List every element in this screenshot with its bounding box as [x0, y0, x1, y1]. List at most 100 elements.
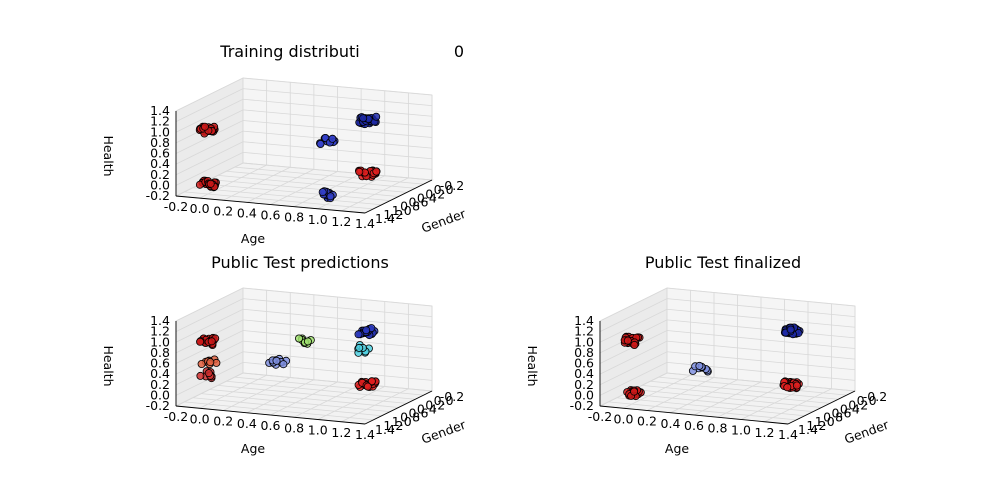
- grid-line-y: [234, 376, 424, 396]
- x-tick-label: 0.2: [213, 414, 233, 429]
- grid-line-y: [209, 389, 399, 408]
- grid-line-y: [234, 166, 424, 185]
- x-tick-label: 0.0: [190, 201, 210, 216]
- data-point: [316, 139, 325, 148]
- grid-line-z: [175, 330, 433, 364]
- y-tick-label: 0.6: [409, 195, 429, 210]
- x-tick-label: 0.6: [684, 418, 704, 433]
- data-point: [354, 330, 363, 339]
- z-tick-label: 0.6: [150, 356, 170, 371]
- x-tick-label: -0.2: [588, 409, 612, 424]
- data-point: [206, 179, 215, 188]
- grid-line-z: [599, 287, 856, 322]
- grid-line-y: [633, 389, 822, 408]
- z-tick-label: 1.4: [150, 313, 170, 328]
- y-axis-line: [364, 179, 433, 214]
- z-tick-label: 1.4: [574, 313, 594, 328]
- z-tick-label: 1.2: [574, 324, 594, 339]
- y-tick-label: -0.2: [863, 389, 887, 404]
- z-tick-label: 1.2: [150, 324, 170, 339]
- x-tick-label: 1.0: [308, 423, 328, 438]
- grid-line-z: [599, 361, 856, 396]
- data-point: [783, 383, 792, 392]
- z-tick-label: 0.0: [150, 387, 170, 402]
- stray-mark: 0: [454, 42, 464, 61]
- y-tick-label: 0.0: [434, 393, 454, 408]
- grid-line-y: [242, 162, 433, 181]
- z-tick-label: 0.0: [150, 177, 170, 192]
- data-point: [206, 358, 215, 367]
- x-tick-label: 0.6: [261, 208, 281, 223]
- y-tick-label: 1.4: [375, 422, 395, 437]
- grid-line-z: [175, 98, 433, 133]
- z-axis-label: Health: [101, 345, 116, 386]
- data-point: [367, 377, 376, 386]
- x-tick-label: 0.0: [190, 411, 210, 426]
- y-tick-label: 0.0: [434, 182, 454, 197]
- z-tick-label: -0.2: [146, 188, 170, 203]
- z-tick-label: 0.4: [150, 366, 170, 381]
- x-tick-label: 1.0: [731, 423, 751, 438]
- x-tick-label: 0.0: [614, 411, 634, 426]
- data-point: [200, 122, 209, 131]
- data-point: [272, 356, 281, 365]
- y-tick-label: 1.2: [806, 418, 826, 433]
- x-tick-label: 1.2: [331, 425, 351, 440]
- z-tick-label: 0.2: [150, 167, 170, 182]
- y-axis-line: [364, 390, 433, 425]
- x-tick-label: 0.4: [237, 205, 257, 220]
- grid-line-z: [175, 308, 433, 343]
- x-tick-label: 0.4: [237, 416, 257, 431]
- y-tick-label: 0.6: [832, 406, 852, 421]
- grid-line-y: [226, 170, 416, 189]
- data-point: [372, 112, 381, 121]
- x-tick-label: 1.0: [308, 212, 328, 227]
- data-point: [294, 334, 303, 343]
- data-point: [326, 192, 335, 201]
- z-tick-label: 0.0: [574, 387, 594, 402]
- z-tick-label: 1.0: [150, 124, 170, 139]
- x-tick-label: 1.2: [755, 425, 775, 440]
- z-tick-label: 0.8: [574, 345, 594, 360]
- z-tick-label: 1.0: [574, 334, 594, 349]
- data-point: [372, 167, 381, 176]
- z-tick-label: 0.8: [150, 135, 170, 150]
- y-tick-label: 0.4: [417, 190, 437, 205]
- y-tick-label: 0.8: [400, 410, 420, 425]
- chart-title: Training distributi: [219, 42, 359, 61]
- grid-line-y: [209, 179, 399, 197]
- panel-training-distribution: -0.21.4-0.20.0 1.20.00.2 1.00.20.4 0.80.40.…: [101, 42, 468, 246]
- y-tick-label: 1.4: [798, 422, 818, 437]
- x-tick-label: 1.4: [778, 427, 798, 442]
- x-tick-label: 0.4: [661, 416, 681, 431]
- grid-line-y: [217, 174, 407, 193]
- x-tick-label: 1.4: [355, 427, 375, 442]
- data-point: [279, 360, 288, 369]
- grid-line-z: [175, 77, 433, 112]
- grid-line-z: [599, 330, 856, 364]
- x-axis-line: [175, 195, 366, 214]
- x-tick-label: 0.2: [213, 203, 233, 218]
- data-point: [303, 337, 312, 346]
- x-axis-line: [599, 405, 789, 425]
- y-tick-label: 1.2: [383, 207, 403, 222]
- grid-line-y: [658, 376, 847, 396]
- z-tick-label: 0.8: [150, 345, 170, 360]
- data-point: [355, 343, 364, 352]
- y-tick-label: 1.4: [375, 211, 395, 226]
- grid-line-z: [599, 340, 856, 375]
- y-tick-label: 0.0: [857, 393, 877, 408]
- grid-line-y: [650, 380, 839, 400]
- grid-line-y: [217, 384, 407, 404]
- data-point: [207, 337, 216, 346]
- data-point: [196, 337, 205, 346]
- chart-title: Public Test predictions: [211, 253, 389, 272]
- y-tick-label: 1.0: [392, 414, 412, 429]
- grid-line-z: [175, 130, 433, 165]
- data-point: [204, 369, 213, 378]
- data-point: [362, 326, 371, 335]
- z-tick-label: 0.6: [150, 146, 170, 161]
- z-tick-label: 0.4: [574, 366, 594, 381]
- grid-line-z: [599, 298, 856, 332]
